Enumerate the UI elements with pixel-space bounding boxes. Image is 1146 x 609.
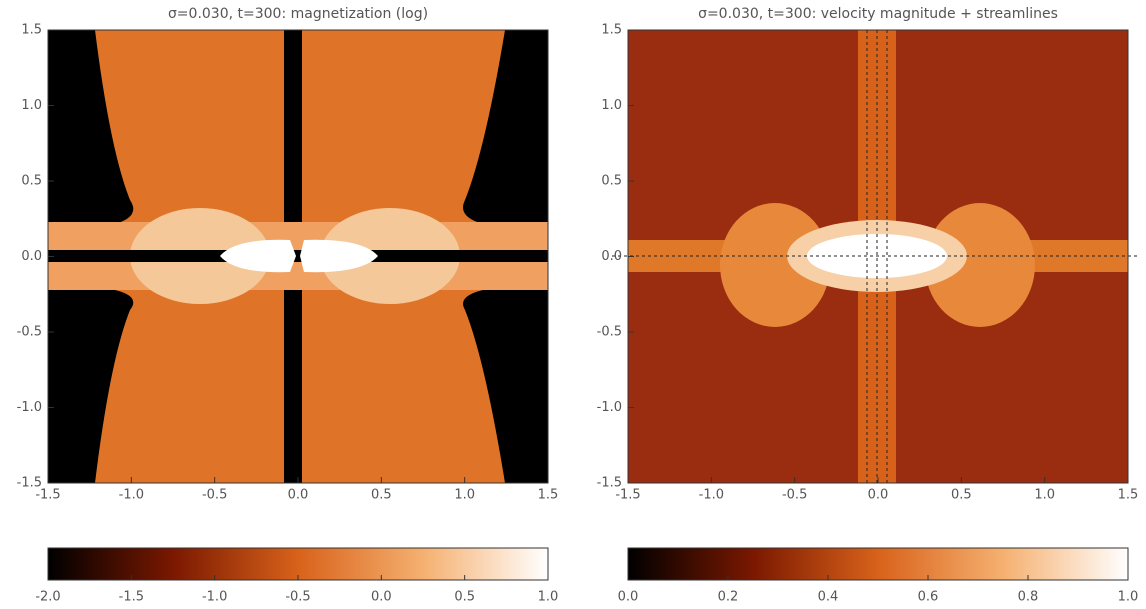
y-tick-label: 1.5 xyxy=(601,23,622,38)
x-tick-label: -0.5 xyxy=(782,488,807,503)
x-tick-label: 0.0 xyxy=(868,488,889,503)
colorbar-tick-label: 1.0 xyxy=(538,590,559,605)
chart-title: σ=0.030, t=300: magnetization (log) xyxy=(168,6,428,22)
colorbar-tick-label: -1.0 xyxy=(202,590,227,605)
y-tick-label: -1.0 xyxy=(17,400,42,415)
x-tick-label: 1.0 xyxy=(454,488,475,503)
y-tick-label: -1.5 xyxy=(17,476,42,491)
y-tick-label: -1.5 xyxy=(597,476,622,491)
colorbar-tick-label: 0.8 xyxy=(1018,590,1039,605)
colorbar-tick-label: 0.6 xyxy=(918,590,939,605)
colorbar-tick-label: 0.0 xyxy=(618,590,639,605)
x-tick-label: 0.5 xyxy=(951,488,972,503)
x-tick-label: 1.5 xyxy=(1118,488,1139,503)
y-tick-label: -0.5 xyxy=(17,325,42,340)
colorbar-tick-label: 0.5 xyxy=(454,590,475,605)
y-tick-label: 0.5 xyxy=(21,174,42,189)
chart-title: σ=0.030, t=300: velocity magnitude + str… xyxy=(698,6,1058,22)
colorbar-tick-label: 0.4 xyxy=(818,590,839,605)
colorbar-tick-label: 0.2 xyxy=(718,590,739,605)
y-tick-label: -0.5 xyxy=(597,325,622,340)
field-left xyxy=(48,30,548,483)
x-tick-label: -1.0 xyxy=(119,488,144,503)
colorbar-tick-label: -2.0 xyxy=(35,590,60,605)
colorbar-tick-label: -0.5 xyxy=(285,590,310,605)
y-tick-label: 1.0 xyxy=(21,98,42,113)
colorbar xyxy=(628,548,1128,580)
y-tick-label: 1.5 xyxy=(21,23,42,38)
colorbar-tick-label: 1.0 xyxy=(1118,590,1139,605)
x-tick-label: 0.0 xyxy=(288,488,309,503)
x-tick-label: 1.0 xyxy=(1034,488,1055,503)
colorbar-tick-label: 0.0 xyxy=(371,590,392,605)
y-tick-label: 0.5 xyxy=(601,174,622,189)
y-tick-label: -1.0 xyxy=(597,400,622,415)
figure: σ=0.030, t=300: magnetization (log) -1.5 -… xyxy=(0,0,1146,609)
x-tick-label: 1.5 xyxy=(538,488,559,503)
colorbar-tick-label: -1.5 xyxy=(119,590,144,605)
x-tick-label: -1.0 xyxy=(699,488,724,503)
field-right xyxy=(612,30,1140,483)
y-tick-label: 1.0 xyxy=(601,98,622,113)
x-tick-label: 0.5 xyxy=(371,488,392,503)
y-tick-label: 0.0 xyxy=(601,249,622,264)
x-tick-label: -0.5 xyxy=(202,488,227,503)
y-tick-label: 0.0 xyxy=(21,249,42,264)
field-region xyxy=(48,250,548,262)
